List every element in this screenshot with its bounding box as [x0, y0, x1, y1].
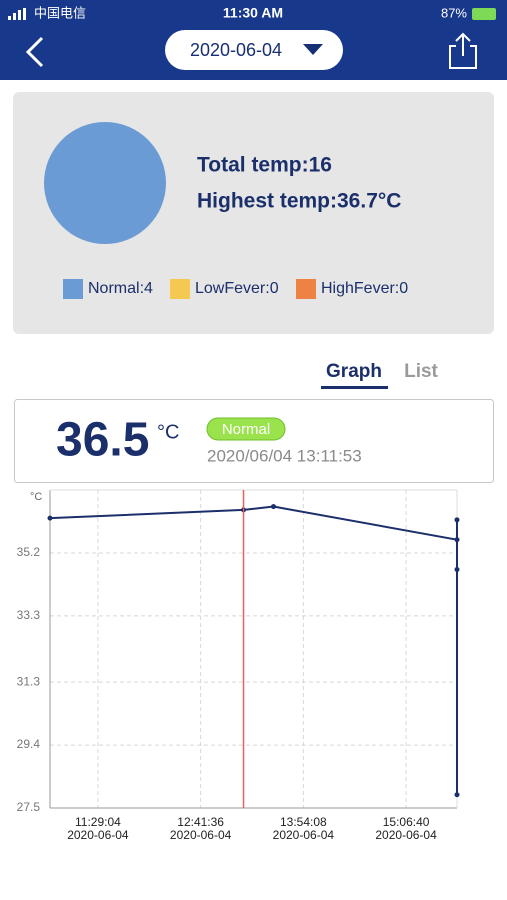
status-label: Normal — [222, 421, 270, 438]
x-tick-label: 13:54:08 2020-06-04 — [272, 815, 335, 842]
carrier: 中国电信 — [34, 5, 86, 20]
y-tick-label: 31.3 — [17, 674, 41, 688]
battery-level: 87% — [441, 5, 467, 20]
legend-label: LowFever:0 — [195, 280, 279, 297]
y-tick-label: 33.3 — [17, 608, 41, 622]
legend-swatch — [296, 279, 316, 299]
highest-temp: Highest temp:36.7°C — [197, 190, 401, 213]
status-pill — [206, 417, 286, 441]
reading-time: 2020/06/04 13:11:53 — [207, 446, 362, 465]
data-point — [47, 515, 53, 521]
data-point — [454, 567, 460, 572]
legend-label: Normal:4 — [88, 280, 153, 297]
legend-swatch — [170, 279, 190, 299]
x-tick-label: 15:06:40 2020-06-04 — [375, 815, 437, 842]
tab-graph[interactable]: Graph — [326, 361, 382, 382]
x-tick-label: 12:41:36 2020-06-04 — [169, 815, 232, 842]
clock: 11:30 AM — [223, 5, 283, 21]
legend-label: HighFever:0 — [321, 280, 408, 297]
data-point — [454, 792, 460, 798]
reading-value: 36.5 — [56, 414, 149, 467]
signal-icon — [8, 8, 26, 20]
back-button[interactable] — [25, 36, 44, 68]
share-button[interactable] — [449, 32, 477, 69]
data-point — [454, 517, 460, 523]
reading-unit: °C — [157, 421, 179, 443]
data-point — [271, 504, 277, 510]
y-tick-label: 35.2 — [17, 545, 41, 559]
legend-swatch — [63, 279, 83, 299]
dropdown-arrow — [303, 44, 323, 55]
pie-slice — [44, 122, 166, 244]
battery-icon — [472, 8, 496, 20]
date-picker[interactable] — [165, 30, 343, 70]
tab-underline — [321, 386, 388, 389]
x-tick-label: 11:29:04 2020-06-04 — [67, 815, 129, 842]
data-point — [454, 537, 460, 543]
reading-card — [14, 399, 494, 483]
date-label: 2020-06-04 — [190, 40, 282, 60]
tab-list[interactable]: List — [404, 361, 438, 382]
y-tick-label: 29.4 — [17, 737, 41, 751]
total-temp: Total temp:16 — [197, 154, 332, 177]
y-unit: °C — [30, 491, 42, 503]
y-tick-label: 27.5 — [17, 800, 41, 814]
data-line — [49, 505, 458, 795]
